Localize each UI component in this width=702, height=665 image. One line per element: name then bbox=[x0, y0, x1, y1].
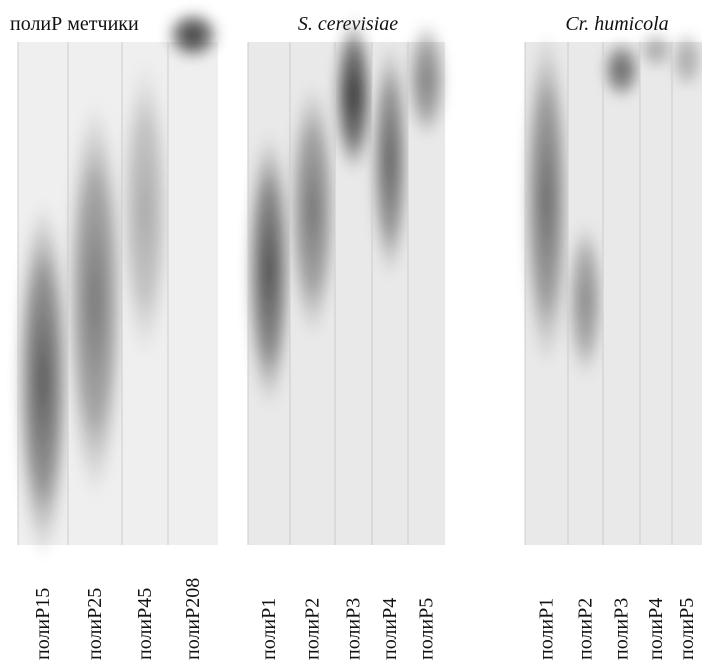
lane-label: полиР4 bbox=[379, 598, 401, 660]
lane-label: полиР3 bbox=[343, 598, 365, 660]
lane-smear bbox=[566, 220, 605, 380]
lane-smear bbox=[522, 30, 571, 370]
lane-label: полиР3 bbox=[611, 598, 633, 660]
lane-smear bbox=[245, 130, 293, 410]
lane-label: полиР5 bbox=[416, 598, 438, 660]
lane-smear bbox=[287, 80, 338, 340]
panel-title: полиР метчики bbox=[10, 13, 139, 35]
lane-label: полиР15 bbox=[32, 588, 54, 660]
lane-smear bbox=[65, 100, 125, 500]
gel-lane bbox=[640, 42, 672, 545]
lane-label: полиР1 bbox=[536, 598, 558, 660]
lane-smear bbox=[165, 10, 221, 60]
lane-smear bbox=[670, 30, 702, 90]
gel-lane bbox=[672, 42, 702, 545]
panel-title: Cr. humicola bbox=[565, 13, 668, 35]
lane-label: полиР208 bbox=[182, 578, 204, 660]
lane-smear bbox=[333, 15, 374, 175]
lane-label: полиР4 bbox=[645, 598, 667, 660]
lane-label: полиР45 bbox=[134, 588, 156, 660]
lane-smear bbox=[638, 30, 674, 70]
lane-smear bbox=[15, 200, 71, 560]
lane-smear bbox=[601, 40, 642, 100]
lane-smear bbox=[406, 20, 447, 140]
lane-smear bbox=[119, 60, 171, 360]
lane-label: полиР25 bbox=[84, 588, 106, 660]
lane-label: полиР1 bbox=[258, 598, 280, 660]
lane-label: полиР2 bbox=[575, 598, 597, 660]
lane-label: полиР2 bbox=[302, 598, 324, 660]
lane-smear bbox=[370, 40, 410, 280]
gel-lane bbox=[168, 42, 218, 545]
gel-lane bbox=[603, 42, 640, 545]
lane-label: полиР5 bbox=[676, 598, 698, 660]
